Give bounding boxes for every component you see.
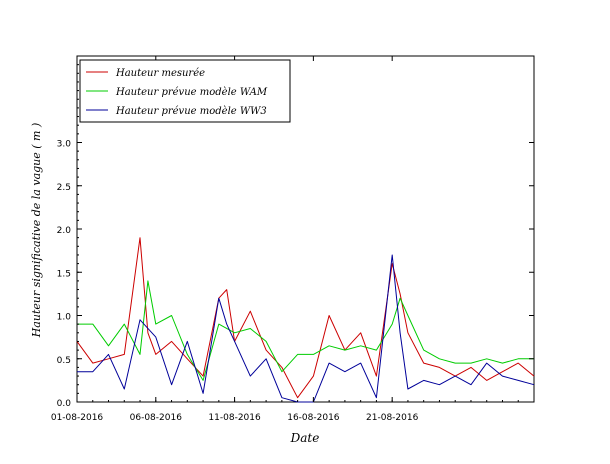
y-tick-label: 1.0 <box>57 313 72 323</box>
y-tick-label: 2.0 <box>57 226 72 236</box>
series-layer <box>76 237 535 403</box>
legend: Hauteur mesurée Hauteur prévue modèle WA… <box>79 59 291 123</box>
series-line-2 <box>77 254 535 403</box>
x-tick-label: 16-08-2016 <box>287 413 340 423</box>
y-axis-title: Hauteur significative de la vague ( m ) <box>30 123 43 339</box>
series-line-0 <box>76 237 535 399</box>
x-tick-label: 06-08-2016 <box>130 413 183 423</box>
series-line-1 <box>77 280 534 381</box>
y-axis: 0.0 0.5 1.0 1.5 2.0 2.5 3.0 <box>57 55 534 409</box>
y-tick-label: 0.0 <box>57 399 72 409</box>
y-tick-label: 3.0 <box>57 140 72 150</box>
x-tick-label: 11-08-2016 <box>208 413 261 423</box>
legend-label-ww3: Hauteur prévue modèle WW3 <box>115 106 267 117</box>
x-tick-label: 01-08-2016 <box>51 413 104 423</box>
legend-box <box>79 59 291 123</box>
legend-label-wam: Hauteur prévue modèle WAM <box>115 87 268 98</box>
y-tick-label: 0.5 <box>57 356 71 366</box>
x-axis-title: Date <box>290 431 320 445</box>
y-tick-label: 1.5 <box>57 269 71 279</box>
x-tick-label: 21-08-2016 <box>366 413 419 423</box>
x-axis: 01-08-2016 06-08-2016 11-08-2016 16-08-2016… <box>51 56 535 423</box>
legend-label-measured: Hauteur mesurée <box>115 68 205 79</box>
y-tick-label: 2.5 <box>57 183 71 193</box>
